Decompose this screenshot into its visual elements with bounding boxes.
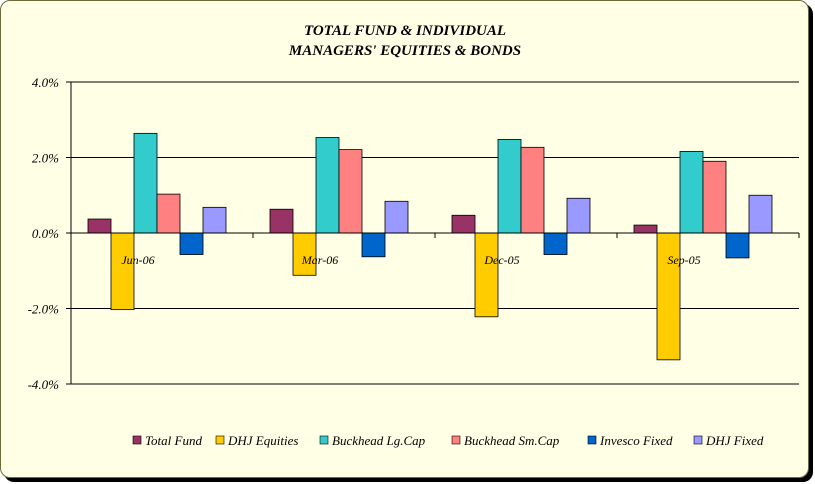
y-tick-label: 0.0% xyxy=(32,226,59,241)
legend-swatch xyxy=(693,435,703,445)
y-tick-label: 2.0% xyxy=(32,151,59,166)
bar-buckhead-lg-cap-dec-05 xyxy=(497,138,522,234)
bar-invesco-fixed-mar-06 xyxy=(361,232,386,258)
category-label: Sep-05 xyxy=(667,253,700,267)
bar-dhj-fixed-sep-05 xyxy=(748,194,773,234)
bar-dhj-equities-dec-05 xyxy=(474,232,499,318)
bar-invesco-fixed-sep-05 xyxy=(725,232,750,259)
legend-label: DHJ Equities xyxy=(227,433,298,448)
legend-swatch xyxy=(587,435,597,445)
legend: Total Fund DHJ Equities Buckhead Lg.Cap Buc… xyxy=(132,433,764,448)
axes xyxy=(70,82,800,384)
category-labels: Jun-06 Mar-06 Dec-05 Sep-05 xyxy=(121,253,700,267)
bar-buckhead-lg-cap-sep-05 xyxy=(679,151,704,234)
bar-buckhead-lg-cap-mar-06 xyxy=(315,137,340,234)
legend-label: Invesco Fixed xyxy=(599,433,673,448)
chart-title-line-1: TOTAL FUND & INDIVIDUAL xyxy=(304,23,506,39)
bar-dhj-fixed-mar-06 xyxy=(384,200,409,234)
legend-swatch xyxy=(319,435,329,445)
bar-dhj-equities-jun-06 xyxy=(110,232,135,311)
legend-swatch xyxy=(132,435,142,445)
chart-title: TOTAL FUND & INDIVIDUAL MANAGERS' EQUITI… xyxy=(288,23,521,59)
bar-invesco-fixed-dec-05 xyxy=(543,232,568,255)
chart-title-line-2: MANAGERS' EQUITIES & BONDS xyxy=(288,43,521,59)
bar-buckhead-lg-cap-jun-06 xyxy=(133,132,158,234)
bar-total-fund-jun-06 xyxy=(87,218,112,234)
y-tick-label: -4.0% xyxy=(28,377,60,392)
category-label: Mar-06 xyxy=(301,253,338,267)
bar-total-fund-mar-06 xyxy=(269,208,294,234)
bar-total-fund-sep-05 xyxy=(633,224,658,234)
category-label: Jun-06 xyxy=(121,253,154,267)
bar-buckhead-sm-cap-sep-05 xyxy=(702,160,727,234)
bar-buckhead-sm-cap-dec-05 xyxy=(520,146,545,234)
legend-label: Buckhead Sm.Cap xyxy=(464,433,560,448)
bar-buckhead-sm-cap-jun-06 xyxy=(156,193,181,234)
legend-swatch xyxy=(215,435,225,445)
y-tick-labels: 4.0% 2.0% 0.0% -2.0% -4.0% xyxy=(28,75,60,392)
legend-label: Total Fund xyxy=(145,433,202,448)
y-tick-label: 4.0% xyxy=(32,75,59,90)
legend-label: Buckhead Lg.Cap xyxy=(332,433,426,448)
bar-invesco-fixed-jun-06 xyxy=(179,232,204,255)
bar-buckhead-sm-cap-mar-06 xyxy=(338,149,363,234)
legend-swatch xyxy=(451,435,461,445)
bars-group xyxy=(87,132,773,361)
y-tick-label: -2.0% xyxy=(28,302,60,317)
bar-chart: TOTAL FUND & INDIVIDUAL MANAGERS' EQUITI… xyxy=(28,23,800,448)
bar-total-fund-dec-05 xyxy=(451,214,476,234)
category-label: Dec-05 xyxy=(483,253,519,267)
legend-label: DHJ Fixed xyxy=(705,433,764,448)
bar-dhj-fixed-dec-05 xyxy=(566,197,591,234)
bar-dhj-fixed-jun-06 xyxy=(202,206,227,234)
